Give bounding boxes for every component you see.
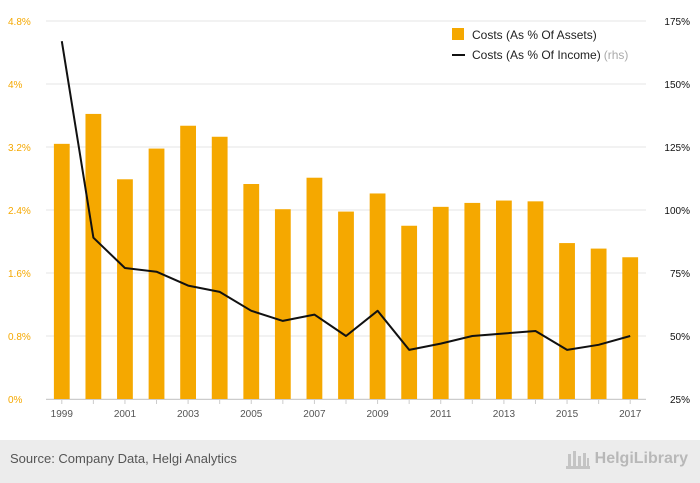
line-series-path xyxy=(60,41,631,351)
legend-rhs-note: (rhs) xyxy=(604,48,629,62)
legend-bar-swatch xyxy=(452,28,464,40)
x-axis-tick-label: 2003 xyxy=(177,409,200,420)
bar xyxy=(590,248,607,399)
left-axis-tick-label: 3.2% xyxy=(8,143,31,154)
brand-logo: HelgiLibrary xyxy=(565,448,688,470)
left-axis-tick-label: 4% xyxy=(8,80,23,91)
bar xyxy=(211,136,228,399)
left-axis-tick-label: 2.4% xyxy=(8,206,31,217)
right-axis-tick-label: 25% xyxy=(670,395,690,406)
bar xyxy=(432,206,449,399)
x-axis-tick-label: 2013 xyxy=(493,409,516,420)
bar xyxy=(306,177,323,399)
bar xyxy=(53,143,70,399)
bar xyxy=(496,200,512,399)
bar xyxy=(85,113,102,400)
bar-series xyxy=(53,113,639,400)
right-axis-tick-label: 100% xyxy=(664,206,690,217)
x-axis-tick-label: 2015 xyxy=(556,409,579,420)
legend-line-name: Costs (As % Of Income) xyxy=(472,48,601,62)
source-note: Source: Company Data, Helgi Analytics xyxy=(10,451,237,466)
bar xyxy=(274,209,291,399)
chart-canvas: 0% 25% 0.8% 50% 1.6% 75% 2.4% 100% 3.2% 125% 4% 150… xyxy=(8,17,690,420)
x-axis-tick-label: 2005 xyxy=(240,409,263,420)
bar xyxy=(464,202,481,399)
right-axis-tick-label: 50% xyxy=(670,332,690,343)
bar xyxy=(369,193,386,399)
bar xyxy=(338,211,354,399)
x-axis-tick-label: 2011 xyxy=(430,409,452,420)
brand-name: HelgiLibrary xyxy=(594,450,688,467)
bar xyxy=(622,257,639,399)
bar xyxy=(180,125,196,400)
x-axis-tick-label: 2007 xyxy=(303,409,326,420)
right-axis-tick-label: 125% xyxy=(664,143,690,154)
right-axis-tick-label: 75% xyxy=(670,269,690,280)
library-icon xyxy=(565,451,590,469)
legend-line-label: Costs (As % Of Income) (rhs) xyxy=(472,48,628,62)
x-axis-tick-label: 2001 xyxy=(114,409,137,420)
bar xyxy=(148,148,165,399)
bar xyxy=(117,179,133,399)
x-axis-tick-label: 2017 xyxy=(619,409,642,420)
right-axis-tick-label: 175% xyxy=(664,17,690,28)
right-axis-tick-label: 150% xyxy=(664,80,690,91)
x-axis-tick-label: 1999 xyxy=(51,409,74,420)
legend-bar-label: Costs (As % Of Assets) xyxy=(472,28,597,42)
bar xyxy=(243,184,260,399)
legend: Costs (As % Of Assets) Costs (As % Of In… xyxy=(452,28,628,62)
left-axis-tick-label: 0.8% xyxy=(8,332,31,343)
bar xyxy=(401,225,418,399)
left-axis-tick-label: 1.6% xyxy=(8,269,31,280)
line-series xyxy=(60,41,631,351)
left-axis-tick-label: 0% xyxy=(8,395,23,406)
axes: 0% 25% 0.8% 50% 1.6% 75% 2.4% 100% 3.2% 125% 4% 150… xyxy=(8,17,690,420)
bar xyxy=(527,201,544,399)
x-axis-tick-label: 2009 xyxy=(366,409,389,420)
bar xyxy=(559,243,575,399)
left-axis-tick-label: 4.8% xyxy=(8,17,31,28)
